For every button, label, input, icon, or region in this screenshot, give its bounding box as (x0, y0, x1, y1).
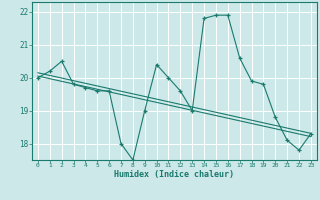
X-axis label: Humidex (Indice chaleur): Humidex (Indice chaleur) (115, 170, 234, 179)
